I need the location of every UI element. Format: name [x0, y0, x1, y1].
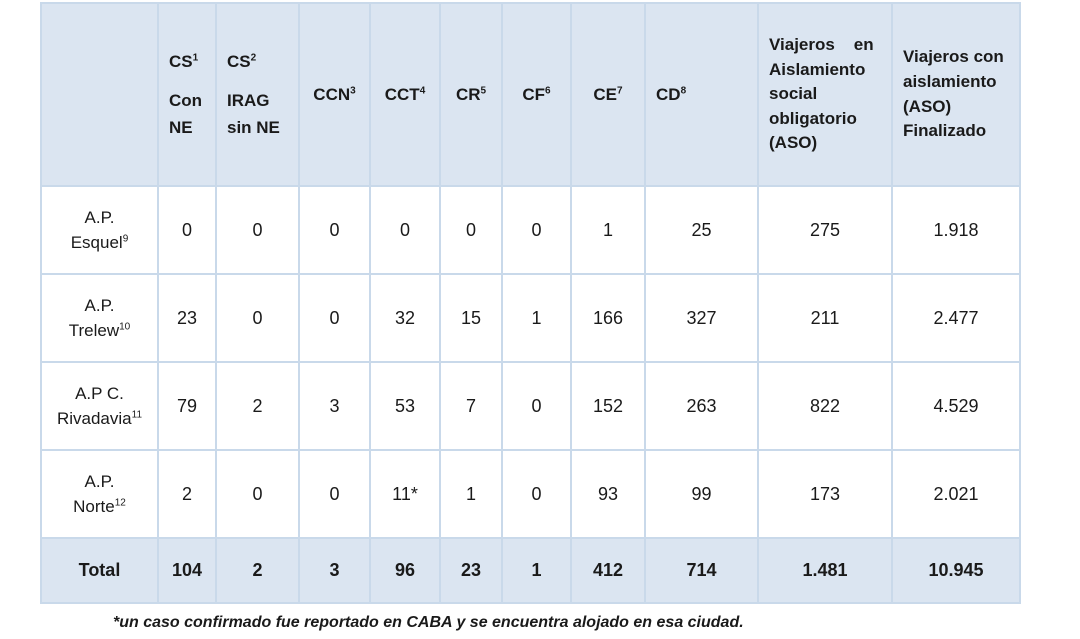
- table-cell: 166: [570, 273, 646, 363]
- table-cell: 822: [757, 361, 893, 451]
- total-cell: 3: [298, 537, 371, 604]
- table-cell: 1.918: [891, 185, 1021, 275]
- table-cell: 0: [298, 449, 371, 539]
- table-cell: 0: [439, 185, 503, 275]
- total-cell: 2: [215, 537, 300, 604]
- table-cell: 3: [298, 361, 371, 451]
- table-cell: 275: [757, 185, 893, 275]
- table-cell: 15: [439, 273, 503, 363]
- row-label: A.P C. Rivadavia11: [40, 361, 159, 451]
- header-aso: Viajeros en Aislamiento social obligatorio(…: [757, 2, 893, 187]
- table-cell: 32: [369, 273, 441, 363]
- table-cell: 327: [644, 273, 759, 363]
- total-label: Total: [40, 537, 159, 604]
- table-cell: 4.529: [891, 361, 1021, 451]
- total-cell: 714: [644, 537, 759, 604]
- total-cell: 104: [157, 537, 217, 604]
- table-cell: 2.021: [891, 449, 1021, 539]
- table-cell: 0: [215, 185, 300, 275]
- table-row: A.P C. Rivadavia11 79 2 3 53 7 0 152 263 …: [40, 361, 1021, 451]
- total-cell: 412: [570, 537, 646, 604]
- table-cell: 93: [570, 449, 646, 539]
- table-cell: 25: [644, 185, 759, 275]
- table-row: A.P. Esquel9 0 0 0 0 0 0 1 25 275 1.918: [40, 185, 1021, 275]
- table-cell: 1: [501, 273, 572, 363]
- header-aso-finalizado: Viajeros con aislamiento (ASO) Finalizado: [891, 2, 1021, 187]
- table-cell: 99: [644, 449, 759, 539]
- total-cell: 96: [369, 537, 441, 604]
- row-label: A.P. Trelew10: [40, 273, 159, 363]
- header-ce: CE7: [570, 2, 646, 187]
- table-cell: 2: [157, 449, 217, 539]
- row-label: A.P. Esquel9: [40, 185, 159, 275]
- table-cell: 0: [501, 185, 572, 275]
- table-cell: 0: [501, 449, 572, 539]
- header-cd: CD8: [644, 2, 759, 187]
- total-cell: 1: [501, 537, 572, 604]
- table-cell: 211: [757, 273, 893, 363]
- header-cs2: CS2 IRAG sin NE: [215, 2, 300, 187]
- table-cell: 79: [157, 361, 217, 451]
- table-row: A.P. Norte12 2 0 0 11* 1 0 93 99 173 2.02…: [40, 449, 1021, 539]
- table-cell: 11*: [369, 449, 441, 539]
- table-cell: 173: [757, 449, 893, 539]
- header-cct: CCT4: [369, 2, 441, 187]
- row-label: A.P. Norte12: [40, 449, 159, 539]
- total-row: Total 104 2 3 96 23 1 412 714 1.481 10.9…: [40, 537, 1021, 604]
- table-cell: 0: [215, 273, 300, 363]
- table-cell: 0: [157, 185, 217, 275]
- total-cell: 10.945: [891, 537, 1021, 604]
- table-cell: 0: [298, 273, 371, 363]
- header-row: CS1 Con NE CS2 IRAG sin NE CCN3 CCT4 CR5 CF6…: [40, 2, 1021, 187]
- table-cell: 1: [570, 185, 646, 275]
- table-cell: 0: [369, 185, 441, 275]
- table-cell: 7: [439, 361, 503, 451]
- table-cell: 23: [157, 273, 217, 363]
- total-cell: 1.481: [757, 537, 893, 604]
- total-cell: 23: [439, 537, 503, 604]
- table-cell: 0: [501, 361, 572, 451]
- table-row: A.P. Trelew10 23 0 0 32 15 1 166 327 211 …: [40, 273, 1021, 363]
- table-cell: 2: [215, 361, 300, 451]
- cases-table: CS1 Con NE CS2 IRAG sin NE CCN3 CCT4 CR5 CF6…: [40, 2, 1021, 604]
- table-cell: 1: [439, 449, 503, 539]
- header-cf: CF6: [501, 2, 572, 187]
- header-ccn: CCN3: [298, 2, 371, 187]
- table-cell: 53: [369, 361, 441, 451]
- header-cs1: CS1 Con NE: [157, 2, 217, 187]
- footnote: *un caso confirmado fue reportado en CAB…: [113, 614, 744, 631]
- header-empty: [40, 2, 159, 187]
- table-cell: 152: [570, 361, 646, 451]
- table-cell: 0: [215, 449, 300, 539]
- table-cell: 0: [298, 185, 371, 275]
- table-cell: 2.477: [891, 273, 1021, 363]
- header-cr: CR5: [439, 2, 503, 187]
- table-cell: 263: [644, 361, 759, 451]
